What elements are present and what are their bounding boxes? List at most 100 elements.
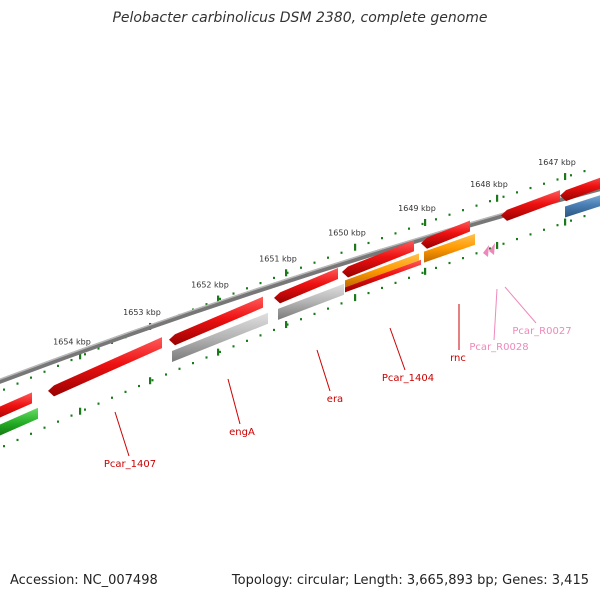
inner-tick-dot	[300, 318, 302, 321]
tick-dot	[246, 287, 248, 290]
inner-tick-dot	[367, 291, 370, 295]
inner-tick-dot	[84, 408, 86, 411]
tick-dot	[300, 266, 302, 269]
tick-dot	[462, 209, 464, 212]
inner-tick-dot	[273, 328, 275, 332]
tick-dot	[70, 358, 73, 362]
gene-label-era: era	[327, 394, 343, 405]
inner-tick-dot	[516, 237, 518, 241]
inner-tick-dot	[556, 224, 559, 227]
tick-dot	[421, 222, 424, 226]
inner-tick-dot	[30, 432, 32, 435]
cog-bar-orange	[424, 233, 475, 263]
accession-text: Accession: NC_007498	[10, 573, 158, 588]
gene-label-pcar-1407: Pcar_1407	[104, 459, 156, 470]
inner-tick-dot	[570, 219, 572, 222]
tick-dot	[543, 182, 545, 185]
cds-arrow-pcar-1407	[48, 337, 162, 397]
inner-major-tick	[354, 294, 357, 302]
tick-dot	[3, 388, 5, 391]
inner-tick-dot	[313, 312, 316, 315]
tick-dot	[97, 347, 100, 350]
inner-tick-dot	[165, 373, 167, 376]
tick-dot	[516, 191, 518, 194]
gene-label-enga: engA	[229, 427, 255, 438]
tick-dot	[327, 256, 329, 259]
feature-track	[0, 177, 600, 436]
major-tick	[285, 269, 288, 277]
inner-tick-dot	[583, 215, 586, 218]
tick-dot	[57, 364, 59, 367]
tick-dot	[381, 237, 383, 240]
gene-label-pcar-r0028: Pcar_R0028	[469, 342, 528, 353]
tick-dot	[570, 174, 572, 177]
tick-dot	[16, 382, 19, 385]
tick-label: 1654 kbp	[53, 337, 91, 346]
cds-arrow-pcar-1404	[342, 240, 414, 278]
tick-dot	[30, 376, 32, 379]
tick-dot	[273, 276, 275, 280]
major-tick	[424, 219, 427, 226]
inner-tick-dot	[489, 247, 491, 250]
tick-dot	[286, 271, 289, 274]
tick-label: 1648 kbp	[470, 180, 508, 189]
inner-tick-dot	[151, 379, 154, 382]
inner-tick-dot	[124, 390, 127, 393]
major-tick	[354, 243, 357, 251]
leader-line	[504, 286, 537, 324]
inner-tick-dot	[192, 362, 194, 365]
tick-dot	[448, 213, 451, 216]
inner-tick-dot	[529, 233, 532, 236]
major-tick	[564, 173, 567, 181]
tick-dot	[408, 227, 410, 230]
inner-tick-dot	[381, 286, 383, 290]
tick-dot	[313, 261, 316, 264]
tick-dot	[84, 353, 86, 356]
inner-tick-dot	[421, 271, 424, 274]
tick-dot	[435, 218, 437, 221]
cog-bar-red	[345, 259, 421, 293]
inner-tick-dot	[97, 402, 100, 405]
cds-arrow-enga	[169, 296, 263, 346]
cds-arrow	[0, 392, 32, 418]
major-tick	[496, 194, 499, 202]
tick-dot	[583, 170, 586, 173]
tick-dot	[502, 195, 505, 198]
inner-tick-dot	[138, 384, 140, 388]
tick-dot	[232, 292, 235, 295]
cds-arrow-rnc	[421, 220, 470, 249]
tick-dot	[475, 204, 478, 207]
tick-dot	[556, 178, 559, 181]
inner-major-tick	[496, 241, 499, 249]
genome-summary-text: Topology: circular; Length: 3,665,893 bp…	[231, 573, 589, 588]
inner-tick-dot	[3, 445, 5, 448]
tick-dot	[43, 370, 46, 373]
inner-major-tick	[285, 321, 288, 329]
gene-label-pcar-r0027: Pcar_R0027	[512, 326, 571, 337]
inner-tick-dot	[219, 350, 221, 354]
inner-tick-dot	[462, 257, 464, 260]
tick-label: 1650 kbp	[328, 229, 366, 238]
inner-tick-dot	[259, 334, 262, 337]
tick-dot	[205, 303, 208, 306]
inner-tick-dot	[435, 266, 437, 270]
leader-line	[227, 378, 241, 425]
inner-major-tick	[424, 267, 427, 275]
inner-major-tick	[149, 377, 152, 385]
major-tick	[217, 295, 220, 303]
inner-tick-dot	[246, 339, 248, 342]
tick-dot	[367, 241, 370, 245]
rna-track	[483, 243, 495, 257]
gene-label-pcar-1404: Pcar_1404	[382, 373, 434, 384]
inner-major-tick	[217, 348, 220, 356]
rna-arrow-pcar-r0027	[489, 243, 495, 255]
tick-dots	[3, 170, 586, 448]
label-leaders	[114, 286, 537, 457]
inner-major-tick	[564, 218, 567, 226]
cog-bar-gray	[172, 312, 268, 363]
tick-dot	[394, 232, 397, 235]
inner-tick-dot	[232, 345, 235, 348]
cds-arrow	[560, 177, 600, 202]
cog-bar-blue	[565, 195, 600, 218]
